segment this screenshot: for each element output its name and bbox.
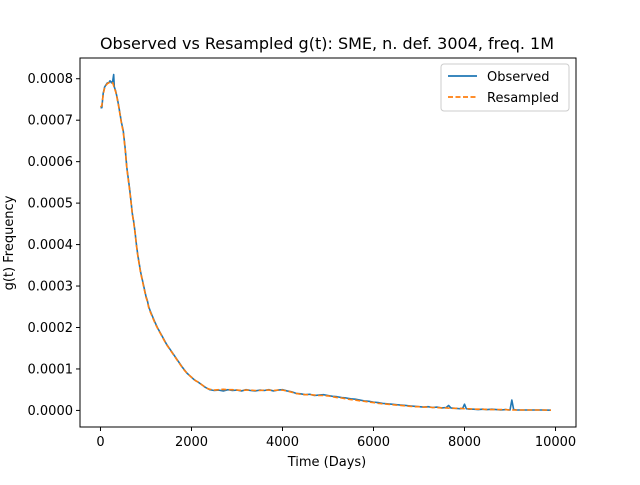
- x-tick-label: 6000: [357, 435, 390, 450]
- x-axis-label: Time (Days): [287, 455, 367, 470]
- y-tick-label: 0.0006: [28, 155, 74, 170]
- chart-title: Observed vs Resampled g(t): SME, n. def.…: [100, 34, 554, 53]
- x-tick-label: 2000: [175, 435, 208, 450]
- y-tick-label: 0.0008: [28, 72, 74, 87]
- y-axis-label: g(t) Frequency: [2, 195, 17, 290]
- legend: Observed Resampled: [440, 63, 570, 112]
- y-tick-label: 0.0001: [28, 362, 74, 377]
- y-tick-label: 0.0004: [28, 238, 74, 253]
- y-axis: 0.0000 0.0001 0.0002 0.0003 0.0004 0.0005 0.00…: [28, 72, 80, 419]
- y-tick-label: 0.0005: [28, 197, 74, 212]
- legend-label-observed: Observed: [487, 70, 550, 85]
- series-layer: [99, 73, 551, 412]
- plot-frame: [79, 57, 577, 428]
- series-line-resampled: [99, 81, 551, 412]
- legend-label-resampled: Resampled: [487, 91, 559, 106]
- y-tick-label: 0.0003: [28, 280, 74, 295]
- x-tick-label: 0: [96, 435, 104, 450]
- y-tick-label: 0.0002: [28, 321, 74, 336]
- y-tick-label: 0.0000: [28, 404, 74, 419]
- x-tick-label: 10000: [535, 435, 576, 450]
- x-tick-label: 8000: [448, 435, 481, 450]
- y-tick-label: 0.0007: [28, 114, 74, 129]
- x-tick-label: 4000: [266, 435, 299, 450]
- x-axis: 0 2000 4000 6000 8000 10000: [96, 427, 576, 450]
